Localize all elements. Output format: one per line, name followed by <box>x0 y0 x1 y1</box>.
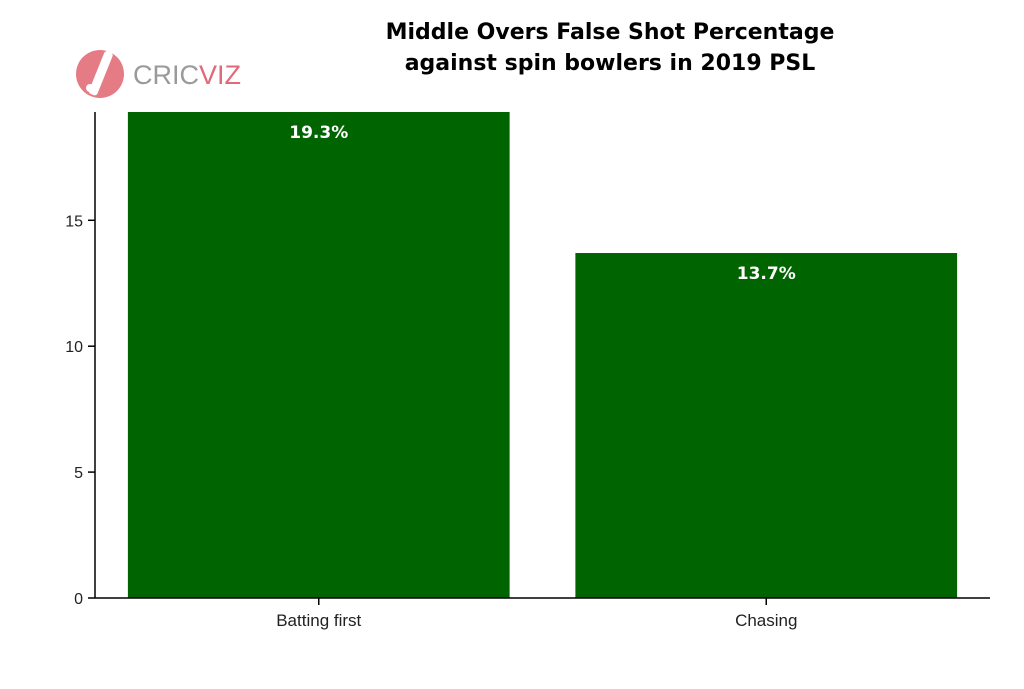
chart-title-line-1: Middle Overs False Shot Percentage <box>386 20 835 45</box>
data-label-batting-first: 19.3% <box>289 123 348 143</box>
bar-chasing <box>575 253 958 598</box>
data-label-chasing: 13.7% <box>737 264 796 284</box>
chart-title-line-2: against spin bowlers in 2019 PSL <box>405 51 816 76</box>
y-tick-label: 10 <box>65 339 83 356</box>
svg-text:CRICVIZ: CRICVIZ <box>133 60 241 90</box>
y-tick-label: 5 <box>74 465 83 482</box>
x-tick-label: Batting first <box>276 611 361 630</box>
x-tick-label: Chasing <box>735 611 797 630</box>
cricviz-logo: CRICVIZ <box>76 42 241 98</box>
logo-text-cric: CRIC <box>133 60 199 90</box>
bar-batting-first <box>127 112 510 598</box>
y-axis-ticks: 0 5 10 15 <box>65 213 95 608</box>
x-axis-ticks: Batting first Chasing <box>276 598 797 630</box>
logo-text-viz: VIZ <box>199 60 241 90</box>
y-tick-label: 0 <box>74 591 83 608</box>
cricket-bat-ball-icon <box>76 42 124 98</box>
y-tick-label: 15 <box>65 213 83 230</box>
bars-group <box>127 112 958 598</box>
data-labels-group: 19.3% 13.7% <box>289 123 795 284</box>
